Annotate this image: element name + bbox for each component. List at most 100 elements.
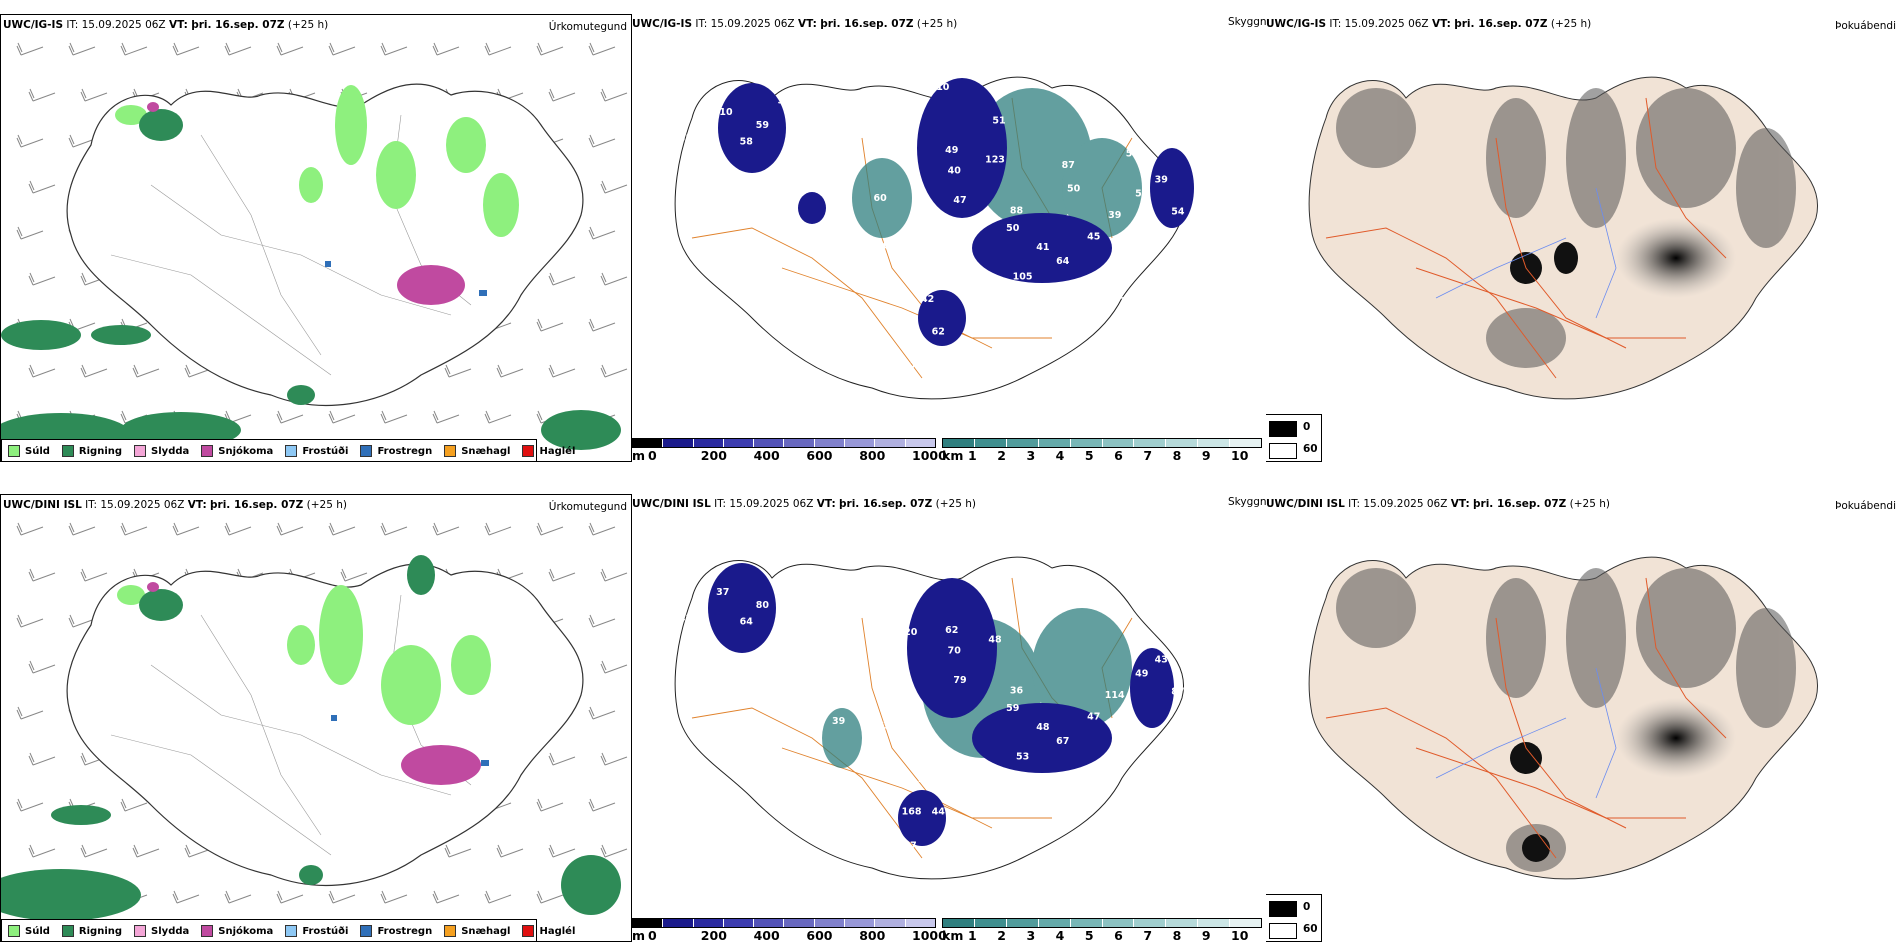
legend-item: Haglél	[522, 445, 575, 457]
cloud-base-value: 50	[876, 240, 890, 251]
colorbar-segment	[723, 919, 755, 927]
wind-barb	[536, 42, 564, 56]
wind-barb	[80, 364, 108, 378]
fog-map	[1308, 556, 1818, 880]
cloud-base-value: 44	[932, 806, 946, 817]
wind-barb	[588, 134, 616, 148]
cloud-base-value: 96	[970, 805, 984, 816]
panel-header: UWC/DINI ISL IT: 15.09.2025 06Z VT: þri.…	[3, 499, 347, 511]
colorbar-segment	[943, 919, 975, 927]
colorbar-segment	[1134, 919, 1167, 927]
legend-item: Slydda	[134, 925, 189, 937]
panel-header: UWC/IG-IS IT: 15.09.2025 06Z VT: þri. 16…	[632, 18, 958, 30]
cloud-base-numbers: 5940416259585849646839126110123105425443…	[679, 58, 1228, 397]
colorbar-tick-label: 6	[1114, 928, 1123, 942]
cloud-base-value: 43	[792, 221, 805, 232]
wind-barb	[588, 522, 616, 536]
colorbar-segment	[1038, 919, 1071, 927]
visibility-areas	[852, 88, 1142, 238]
wind-barb	[484, 42, 512, 56]
legend-label: Súld	[25, 445, 50, 457]
legend-swatch	[61, 925, 74, 937]
cloud-base-value: 60	[873, 193, 887, 204]
colorbar-segment	[845, 919, 876, 927]
wind-barb	[536, 798, 564, 812]
cloud-base-value: 80	[756, 600, 770, 611]
precip-type-legend: Súld Rigning Slydda Snjókoma Frostúði Frostre…	[1, 439, 575, 461]
colorbar-unit: km	[942, 448, 964, 462]
legend-swatch	[444, 445, 457, 457]
colorbar-tick-label: 10	[1231, 448, 1249, 462]
colorbar-segment	[974, 439, 1007, 447]
colorbar-segment	[723, 439, 755, 447]
legend-swatch	[285, 445, 298, 457]
cloud-base-value: 59	[1006, 703, 1019, 714]
colorbar-segment	[1070, 439, 1103, 447]
colorbar-tick-label: 10	[1231, 928, 1249, 942]
colorbar-segment	[974, 919, 1007, 927]
wind-barb	[484, 890, 512, 904]
colorbar-segment	[1198, 439, 1231, 447]
wind-barb	[444, 364, 472, 378]
colorbar-segment	[784, 439, 815, 447]
snow-areas	[147, 102, 465, 305]
fog-map	[1308, 76, 1818, 400]
cloud-base-value: 78	[792, 701, 806, 712]
colorbar-tick-label: 7	[1143, 448, 1153, 462]
legend-label: Snæhagl	[461, 445, 511, 457]
wind-barb	[276, 42, 304, 56]
colorbar-unit: km	[942, 928, 964, 942]
colorbar-segment	[905, 439, 935, 447]
wind-barb	[380, 410, 408, 424]
cloud-base-value: 39	[832, 716, 845, 727]
colorbar-tick-label: 8	[1172, 448, 1182, 462]
wind-barb	[536, 522, 564, 536]
colorbar-tick-label: 5	[1084, 448, 1094, 462]
wind-barb	[600, 660, 628, 674]
wind-barb	[588, 318, 616, 332]
cloud-base-value: 68	[782, 168, 796, 179]
cloud-base-value: 140	[989, 595, 1009, 606]
cloud-base-value: 33	[822, 330, 835, 341]
wind-barb	[80, 844, 108, 858]
legend-label: Slydda	[151, 925, 190, 937]
cloud-base-value: 48	[745, 58, 759, 69]
cloud-base-value: 29	[1121, 296, 1134, 307]
wind-barb	[548, 272, 576, 286]
cloud-base-value: 174	[776, 739, 796, 750]
cloud-base-value: 68	[905, 327, 919, 338]
colorbar-segment	[693, 919, 724, 927]
wind-barb	[80, 88, 108, 102]
cloud-base-value: 70	[779, 259, 793, 270]
precip-map	[1, 42, 628, 455]
wind-barb	[340, 568, 368, 582]
wind-barb	[496, 364, 524, 378]
legend-item: Snjókoma	[201, 925, 273, 937]
cloud-base-value: 105	[1013, 271, 1033, 282]
cloud-base-value: 62	[945, 625, 958, 636]
legend-swatch	[8, 445, 20, 457]
colorbar-segment	[784, 919, 815, 927]
cloud-base-value: 49	[945, 145, 958, 156]
panel-corner-title: Skyggni	[1228, 496, 1270, 508]
cloud-base-value: 59	[1135, 189, 1148, 200]
wind-barb	[28, 272, 56, 286]
cloud-base-value: 42	[921, 294, 934, 305]
wind-barb	[28, 844, 56, 858]
cloud-base-value: 43	[1155, 655, 1168, 666]
legend-item: Frostregn	[360, 925, 432, 937]
colorbar-tick-label: 7	[1143, 928, 1153, 942]
cloud-base-value: 80	[871, 288, 885, 299]
cloud-base-value: 51	[992, 115, 1005, 126]
visibility-colorbar	[942, 918, 1262, 928]
legend-item: Rigning	[61, 445, 122, 457]
wind-barb	[132, 364, 160, 378]
cloud-base-value: 110	[713, 107, 733, 118]
cloud-base-value: 62	[932, 326, 945, 337]
cloud-base-value: 110	[952, 245, 972, 256]
colorbar-tick-label: 200	[700, 928, 727, 942]
legend-swatch	[61, 445, 74, 457]
wind-barb	[16, 42, 44, 56]
cloud-base-value: 79	[953, 675, 966, 686]
legend-swatch	[201, 925, 214, 937]
